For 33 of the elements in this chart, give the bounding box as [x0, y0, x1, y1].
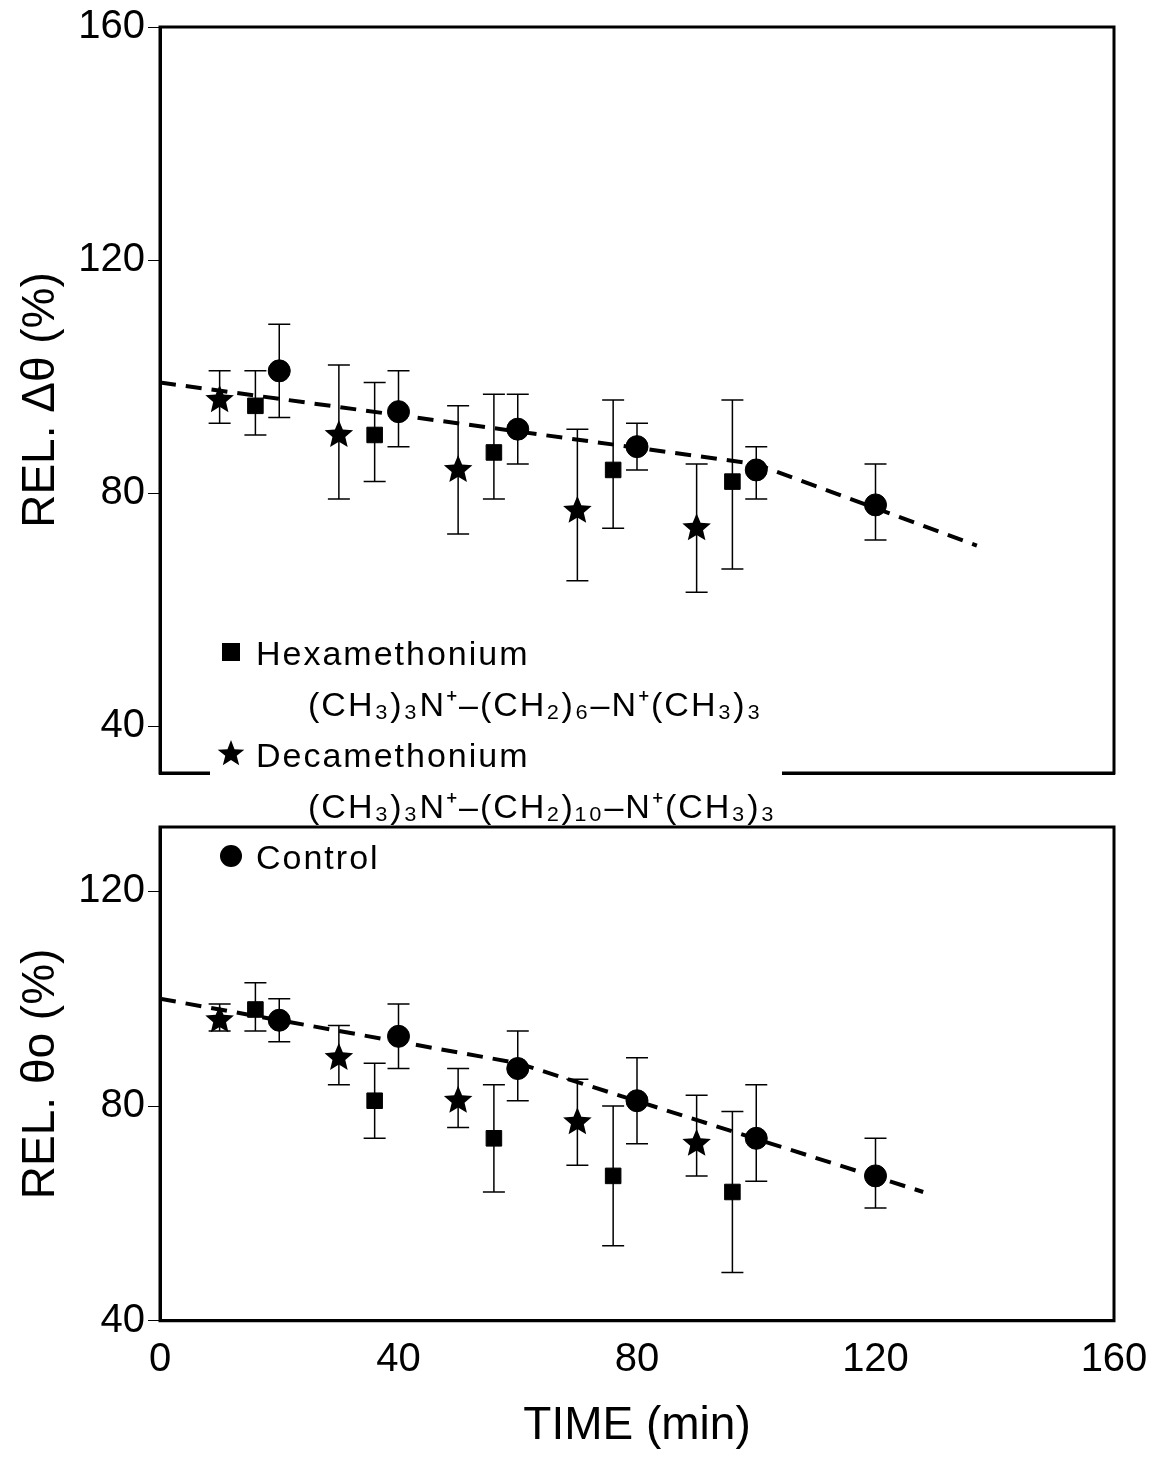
point — [563, 1107, 592, 1135]
point — [864, 1164, 887, 1188]
point — [387, 1024, 410, 1048]
point — [724, 1183, 741, 1201]
y-tick-label: 40 — [100, 701, 145, 746]
x-tick-label: 120 — [842, 1334, 909, 1379]
y-tick-label: 160 — [78, 2, 145, 47]
x-tick-label: 80 — [614, 1334, 660, 1379]
point — [625, 1089, 649, 1113]
y-tick-label: 40 — [100, 1295, 145, 1340]
y-tick-label: 80 — [100, 468, 145, 513]
y-tick-label: 120 — [78, 235, 145, 280]
point — [247, 1001, 264, 1018]
y-axis-title: REL. θo (%) — [12, 948, 65, 1200]
y-tick-label: 120 — [78, 866, 145, 911]
point — [366, 1092, 383, 1110]
point — [267, 1008, 291, 1032]
point — [682, 1128, 711, 1156]
y-tick-label: 80 — [100, 1081, 145, 1126]
x-axis-title: TIME (min) — [523, 1397, 751, 1450]
point — [485, 1130, 503, 1147]
x-tick-label: 160 — [1080, 1334, 1148, 1379]
x-tick-label: 0 — [148, 1334, 172, 1379]
legend-label: Control — [255, 837, 381, 878]
legend-label: Decamethonium (CH₃)₃N⁺–(CH₂)₁₀–N⁺(CH₃)₃ — [255, 735, 777, 827]
legend-label: Hexamethonium (CH₃)₃N⁺–(CH₂)₆–N⁺(CH₃)₃ — [255, 633, 764, 725]
point — [604, 1167, 622, 1185]
y-axis-title: REL. Δθ (%) — [12, 272, 65, 528]
point — [506, 1057, 530, 1081]
point — [443, 1085, 473, 1113]
x-tick-label: 40 — [376, 1334, 421, 1379]
point — [744, 1126, 768, 1150]
point — [324, 1042, 354, 1070]
